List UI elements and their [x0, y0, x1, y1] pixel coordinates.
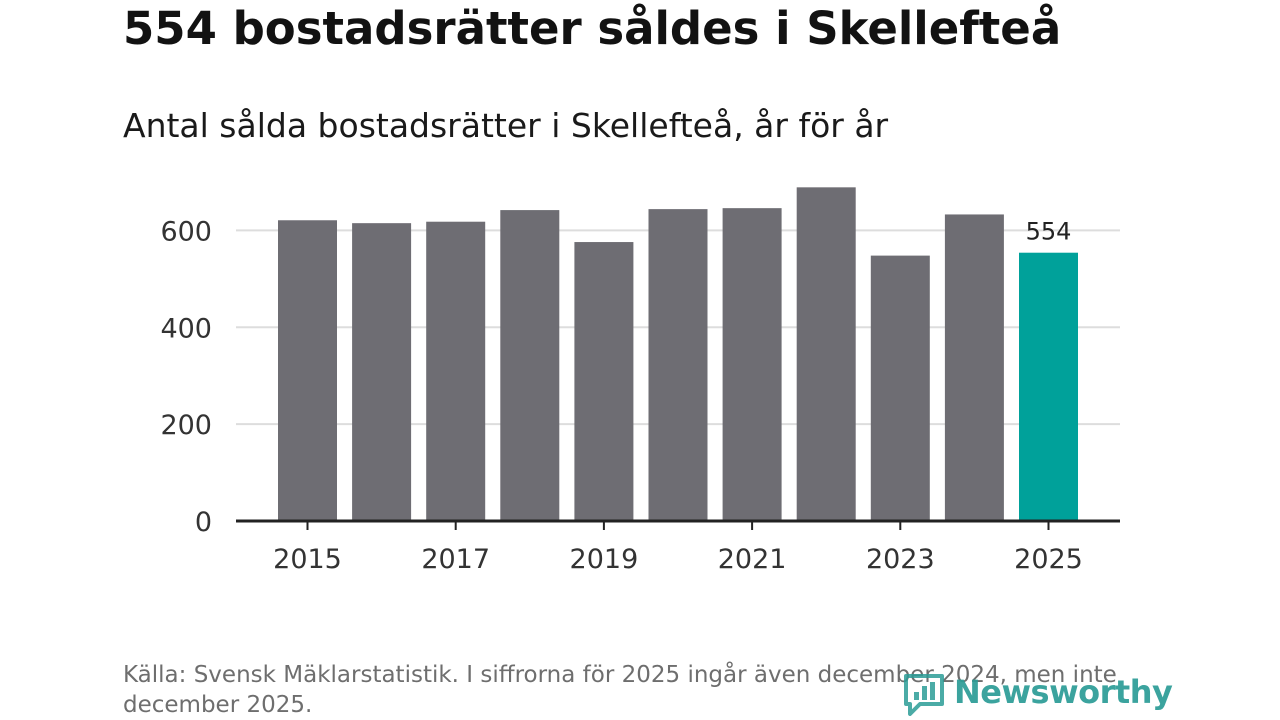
- bar-2021: [722, 208, 782, 521]
- newsworthy-logo-icon: [904, 674, 944, 716]
- y-tick-label-400: 400: [160, 313, 212, 344]
- bar-2018: [500, 210, 560, 522]
- bar-2020: [648, 209, 708, 521]
- x-tick-label-2023: 2023: [866, 544, 935, 575]
- x-tick-label-2021: 2021: [718, 544, 787, 575]
- bar-2022: [796, 187, 856, 521]
- bar-2025: [1019, 252, 1078, 521]
- bar-2016: [352, 223, 412, 521]
- chart-subtitle: Antal sålda bostadsrätter i Skellefteå, …: [123, 106, 889, 145]
- bar-2017: [426, 221, 486, 521]
- x-tick-label-2019: 2019: [570, 544, 639, 575]
- newsworthy-logo: Newsworthy: [902, 668, 1173, 716]
- bars: [278, 187, 1078, 522]
- bar-2015: [278, 220, 337, 521]
- bar-2019: [574, 242, 634, 521]
- chart-title: 554 bostadsrätter såldes i Skellefteå: [123, 2, 1062, 55]
- y-tick-label-0: 0: [195, 507, 212, 538]
- y-tick-label-600: 600: [160, 216, 212, 247]
- x-tick-label-2025: 2025: [1014, 544, 1083, 575]
- y-tick-label-200: 200: [160, 410, 212, 441]
- bar-2024: [944, 214, 1004, 521]
- newsworthy-logo-text: Newsworthy: [954, 673, 1173, 711]
- bar-2023: [870, 255, 930, 521]
- source-note: Källa: Svensk Mäklarstatistik. I siffror…: [123, 662, 1117, 718]
- x-tick-label-2015: 2015: [273, 544, 342, 575]
- data-label-2025: 554: [1026, 218, 1072, 246]
- axes: [236, 519, 1120, 530]
- labels: 0 200 400 600 2015 2017 2019 2021 2023 2025 554: [160, 216, 1082, 575]
- x-tick-label-2017: 2017: [421, 544, 490, 575]
